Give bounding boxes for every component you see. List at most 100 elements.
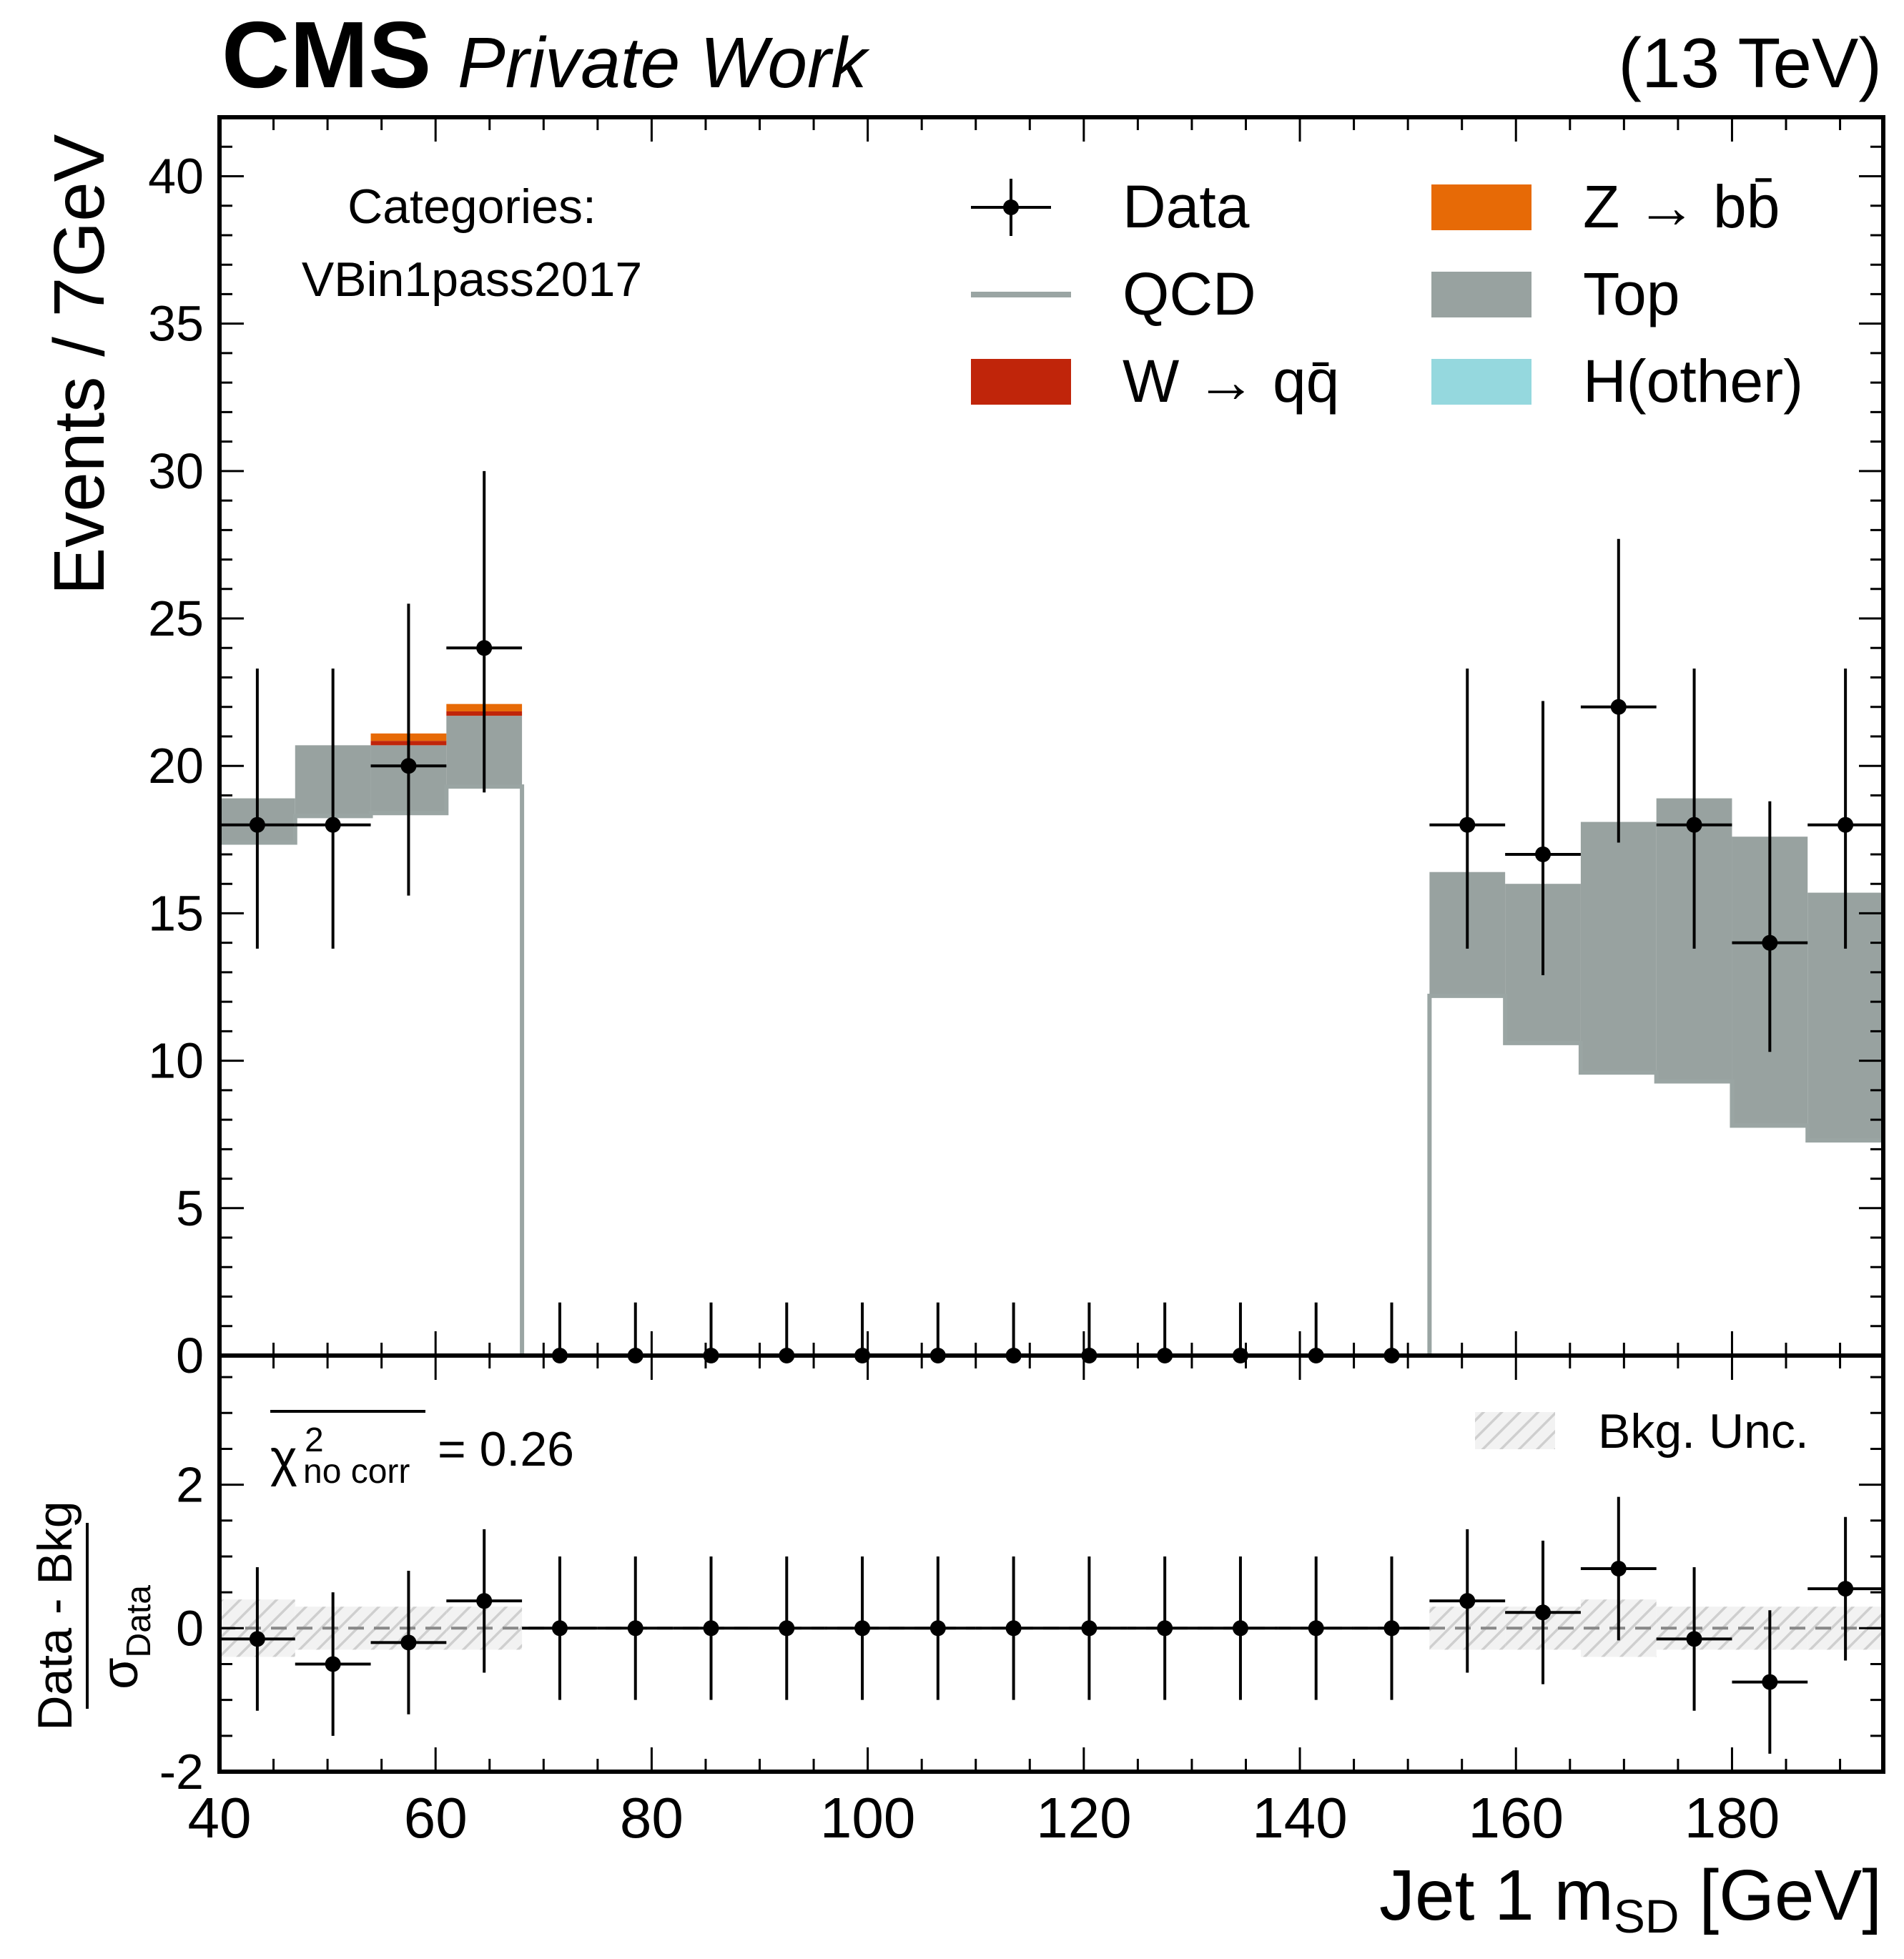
- ratio-point-3: [446, 1529, 523, 1673]
- data-marker: [476, 640, 493, 656]
- ratio-point-8: [824, 1556, 900, 1700]
- xtick-label-180: 180: [1685, 1786, 1780, 1850]
- main-ytick-label-20: 20: [148, 738, 204, 794]
- main-ytick-label-15: 15: [148, 885, 204, 941]
- legend-label-hother: H(other): [1583, 347, 1803, 415]
- ratio-marker: [1157, 1620, 1173, 1637]
- stack-bar-top-18: [1580, 821, 1657, 1073]
- xtick-label-140: 140: [1252, 1786, 1347, 1850]
- ratio-point-17: [1505, 1540, 1581, 1684]
- ratio-marker: [476, 1593, 493, 1609]
- data-marker: [1838, 816, 1854, 833]
- legend-data-marker: [1003, 199, 1019, 215]
- main-ytick-label-25: 25: [148, 591, 204, 646]
- ratio-ytick-label-2: 2: [176, 1457, 204, 1513]
- data-marker: [1762, 934, 1778, 951]
- ratio-marker: [703, 1620, 719, 1637]
- legend-label-zbb: Z → bb̄: [1583, 173, 1780, 240]
- ratio-axes: -2 0 2 40 60 80 100 120 140 160 180: [159, 1353, 1885, 1850]
- ratio-point-6: [673, 1556, 749, 1700]
- ratio-ytick-label--2: -2: [159, 1744, 204, 1800]
- ratio-point-5: [597, 1556, 674, 1700]
- stack-fills: [219, 704, 1883, 1140]
- bkg-unc-label: Bkg. Unc.: [1598, 1404, 1809, 1459]
- ratio-marker: [1383, 1620, 1400, 1637]
- category-title: Categories:: [347, 179, 596, 234]
- ratio-y-title-top: Data - Bkg: [28, 1501, 82, 1730]
- ratio-point-19: [1656, 1567, 1732, 1711]
- chi2-symbol: χ: [270, 1430, 297, 1487]
- legend-entry-hother: H(other): [1431, 347, 1803, 415]
- ratio-ytick-label-0: 0: [176, 1600, 204, 1656]
- legend-entry-qcd: QCD: [971, 260, 1256, 327]
- ratio-point-9: [899, 1556, 976, 1700]
- legend-label-data: Data: [1123, 173, 1250, 240]
- main-ytick-label-35: 35: [148, 296, 204, 352]
- ratio-marker: [1308, 1620, 1324, 1637]
- ratio-point-11: [1051, 1556, 1128, 1700]
- ratio-marker: [551, 1620, 568, 1637]
- legend-entry-zbb: Z → bb̄: [1431, 173, 1780, 240]
- energy-label: (13 TeV): [1618, 24, 1882, 102]
- ratio-point-15: [1353, 1556, 1430, 1700]
- ratio-point-18: [1580, 1496, 1657, 1641]
- legend-entry-wqq: W → qq̄: [971, 347, 1339, 415]
- legend-entry-data: Data: [971, 173, 1250, 240]
- legend: Data QCD W → qq̄ Z → bb̄ Top H(other): [971, 173, 1803, 415]
- legend-entry-top: Top: [1431, 260, 1679, 327]
- data-marker: [1610, 699, 1627, 715]
- data-marker: [249, 816, 265, 833]
- ratio-point-2: [370, 1571, 447, 1714]
- main-ytick-label-10: 10: [148, 1033, 204, 1089]
- xtick-label-80: 80: [620, 1786, 684, 1850]
- ratio-point-1: [295, 1592, 371, 1736]
- ratio-marker: [1610, 1561, 1627, 1577]
- legend-swatch-top: [1431, 272, 1531, 317]
- ratio-marker: [1762, 1674, 1778, 1690]
- legend-swatch-zbb: [1431, 184, 1531, 230]
- category-name: VBin1pass2017: [302, 252, 642, 307]
- main-ytick-label-0: 0: [176, 1328, 204, 1383]
- ratio-marker: [1686, 1631, 1702, 1647]
- legend-swatch-hother: [1431, 359, 1531, 405]
- ratio-marker: [929, 1620, 946, 1637]
- ratio-y-axis-title: Data - Bkg σData: [28, 1501, 158, 1730]
- ratio-frame: [217, 1353, 1885, 1774]
- main-ytick-label-40: 40: [148, 148, 204, 204]
- ratio-marker: [325, 1656, 341, 1672]
- xtick-label-100: 100: [820, 1786, 915, 1850]
- ratio-point-12: [1127, 1556, 1203, 1700]
- legend-label-top: Top: [1583, 260, 1679, 327]
- ratio-point-4: [522, 1556, 598, 1700]
- ratio-point-21: [1807, 1516, 1883, 1661]
- legend-swatch-wqq: [971, 359, 1071, 405]
- ratio-marker: [854, 1620, 871, 1637]
- chi2-label: χ 2 no corr = 0.26: [270, 1410, 574, 1491]
- ratio-marker: [1459, 1593, 1476, 1609]
- xtick-label-60: 60: [404, 1786, 468, 1850]
- bkg-unc-swatch: [1475, 1412, 1555, 1449]
- xtick-label-120: 120: [1036, 1786, 1131, 1850]
- data-marker: [325, 816, 341, 833]
- chi2-value: = 0.26: [438, 1422, 574, 1476]
- ratio-points: [219, 1496, 1883, 1754]
- experiment-label: CMS: [222, 2, 431, 107]
- data-point-19: [1656, 668, 1732, 949]
- data-point-17: [1505, 701, 1581, 976]
- ratio-point-7: [749, 1556, 825, 1700]
- status-label: Private Work: [458, 23, 870, 103]
- x-axis-title: Jet 1 mSD [GeV]: [1379, 1855, 1882, 1943]
- data-point-20: [1732, 801, 1808, 1052]
- ratio-point-14: [1278, 1556, 1354, 1700]
- ratio-marker: [249, 1631, 265, 1647]
- ratio-marker: [1838, 1581, 1854, 1597]
- main-axes: 0 5 10 15 20 25 30 35 40: [148, 115, 1885, 1383]
- data-marker: [1686, 816, 1702, 833]
- data-point-2: [370, 603, 447, 896]
- ratio-marker: [1535, 1604, 1552, 1621]
- ratio-point-0: [219, 1567, 295, 1711]
- ratio-marker: [1232, 1620, 1248, 1637]
- ratio-marker: [1081, 1620, 1097, 1637]
- data-point-1: [295, 668, 371, 949]
